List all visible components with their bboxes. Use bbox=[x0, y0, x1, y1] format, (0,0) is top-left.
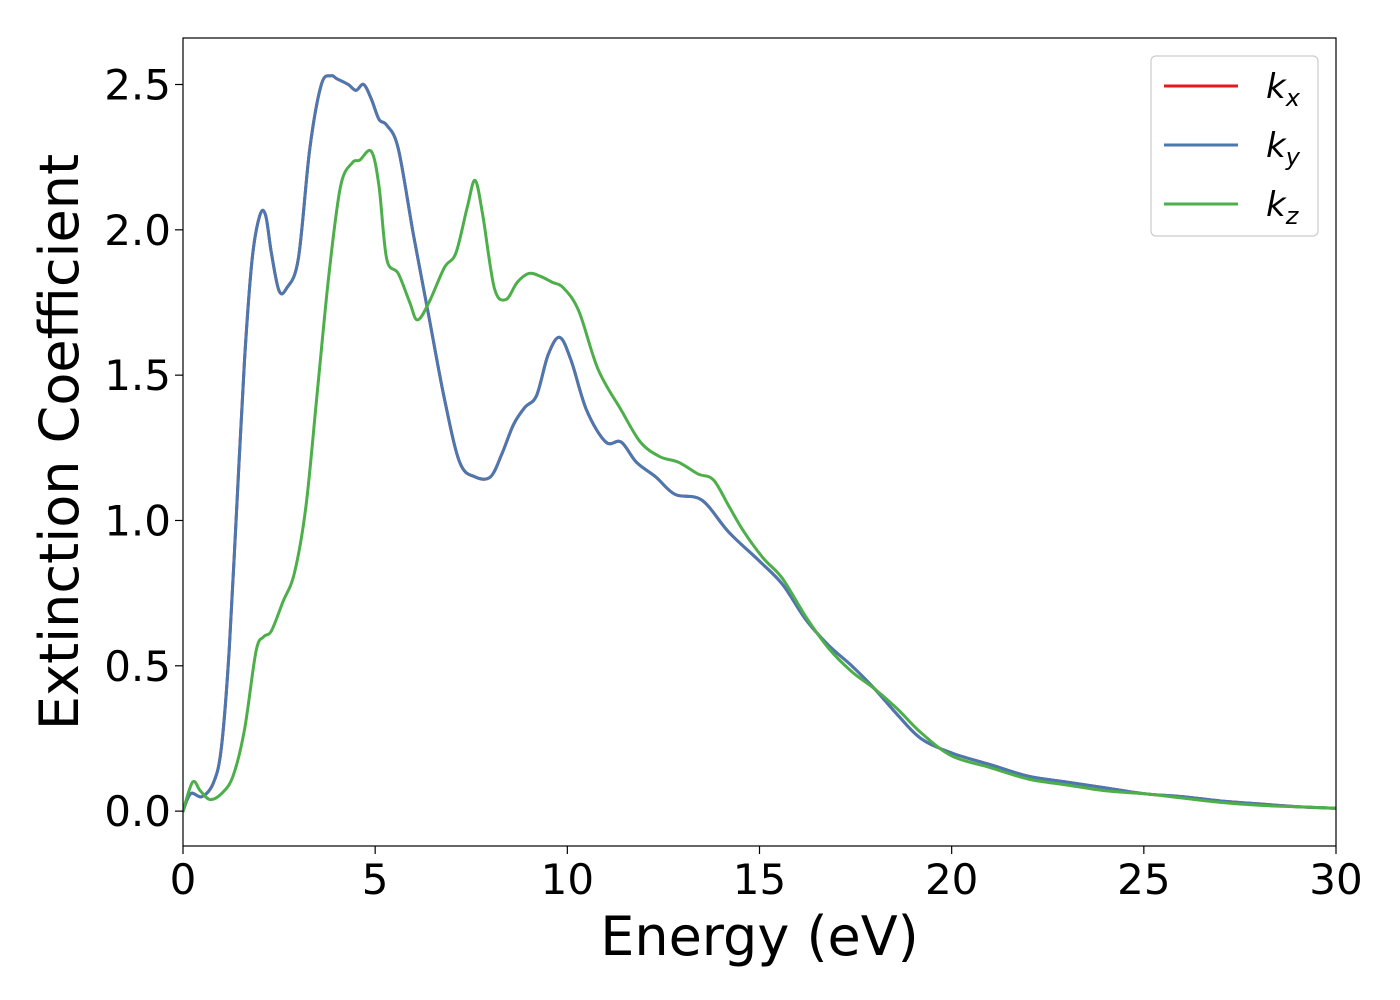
y-tick-label: 2.5 bbox=[104, 61, 171, 110]
legend-label-y: ky bbox=[1266, 126, 1301, 171]
x-tick-label: 5 bbox=[362, 855, 389, 904]
x-tick-label: 0 bbox=[170, 855, 197, 904]
legend-label-z: kz bbox=[1266, 185, 1300, 230]
y-axis-title: Extinction Coefficient bbox=[28, 154, 91, 730]
x-axis-title: Energy (eV) bbox=[600, 905, 919, 968]
y-tick-label: 1.5 bbox=[104, 351, 171, 400]
x-tick-label: 10 bbox=[541, 855, 594, 904]
series-layer bbox=[183, 74, 1336, 813]
x-tick-label: 15 bbox=[733, 855, 786, 904]
y-tick-label: 0.0 bbox=[104, 787, 171, 836]
legend: kx ky kz bbox=[1150, 55, 1319, 237]
y-tick-label: 1.0 bbox=[104, 496, 171, 545]
x-axis-ticks: 0 5 10 15 20 25 30 bbox=[170, 846, 1363, 904]
x-tick-label: 25 bbox=[1117, 855, 1170, 904]
series-line-z bbox=[183, 148, 1336, 813]
x-tick-label: 30 bbox=[1309, 855, 1362, 904]
y-tick-label: 2.0 bbox=[104, 206, 171, 255]
y-axis-ticks: 0.0 0.5 1.0 1.5 2.0 2.5 bbox=[104, 61, 183, 836]
series-line-y bbox=[183, 74, 1336, 813]
x-tick-label: 20 bbox=[925, 855, 978, 904]
legend-label-x: kx bbox=[1266, 67, 1301, 112]
y-tick-label: 0.5 bbox=[104, 642, 171, 691]
